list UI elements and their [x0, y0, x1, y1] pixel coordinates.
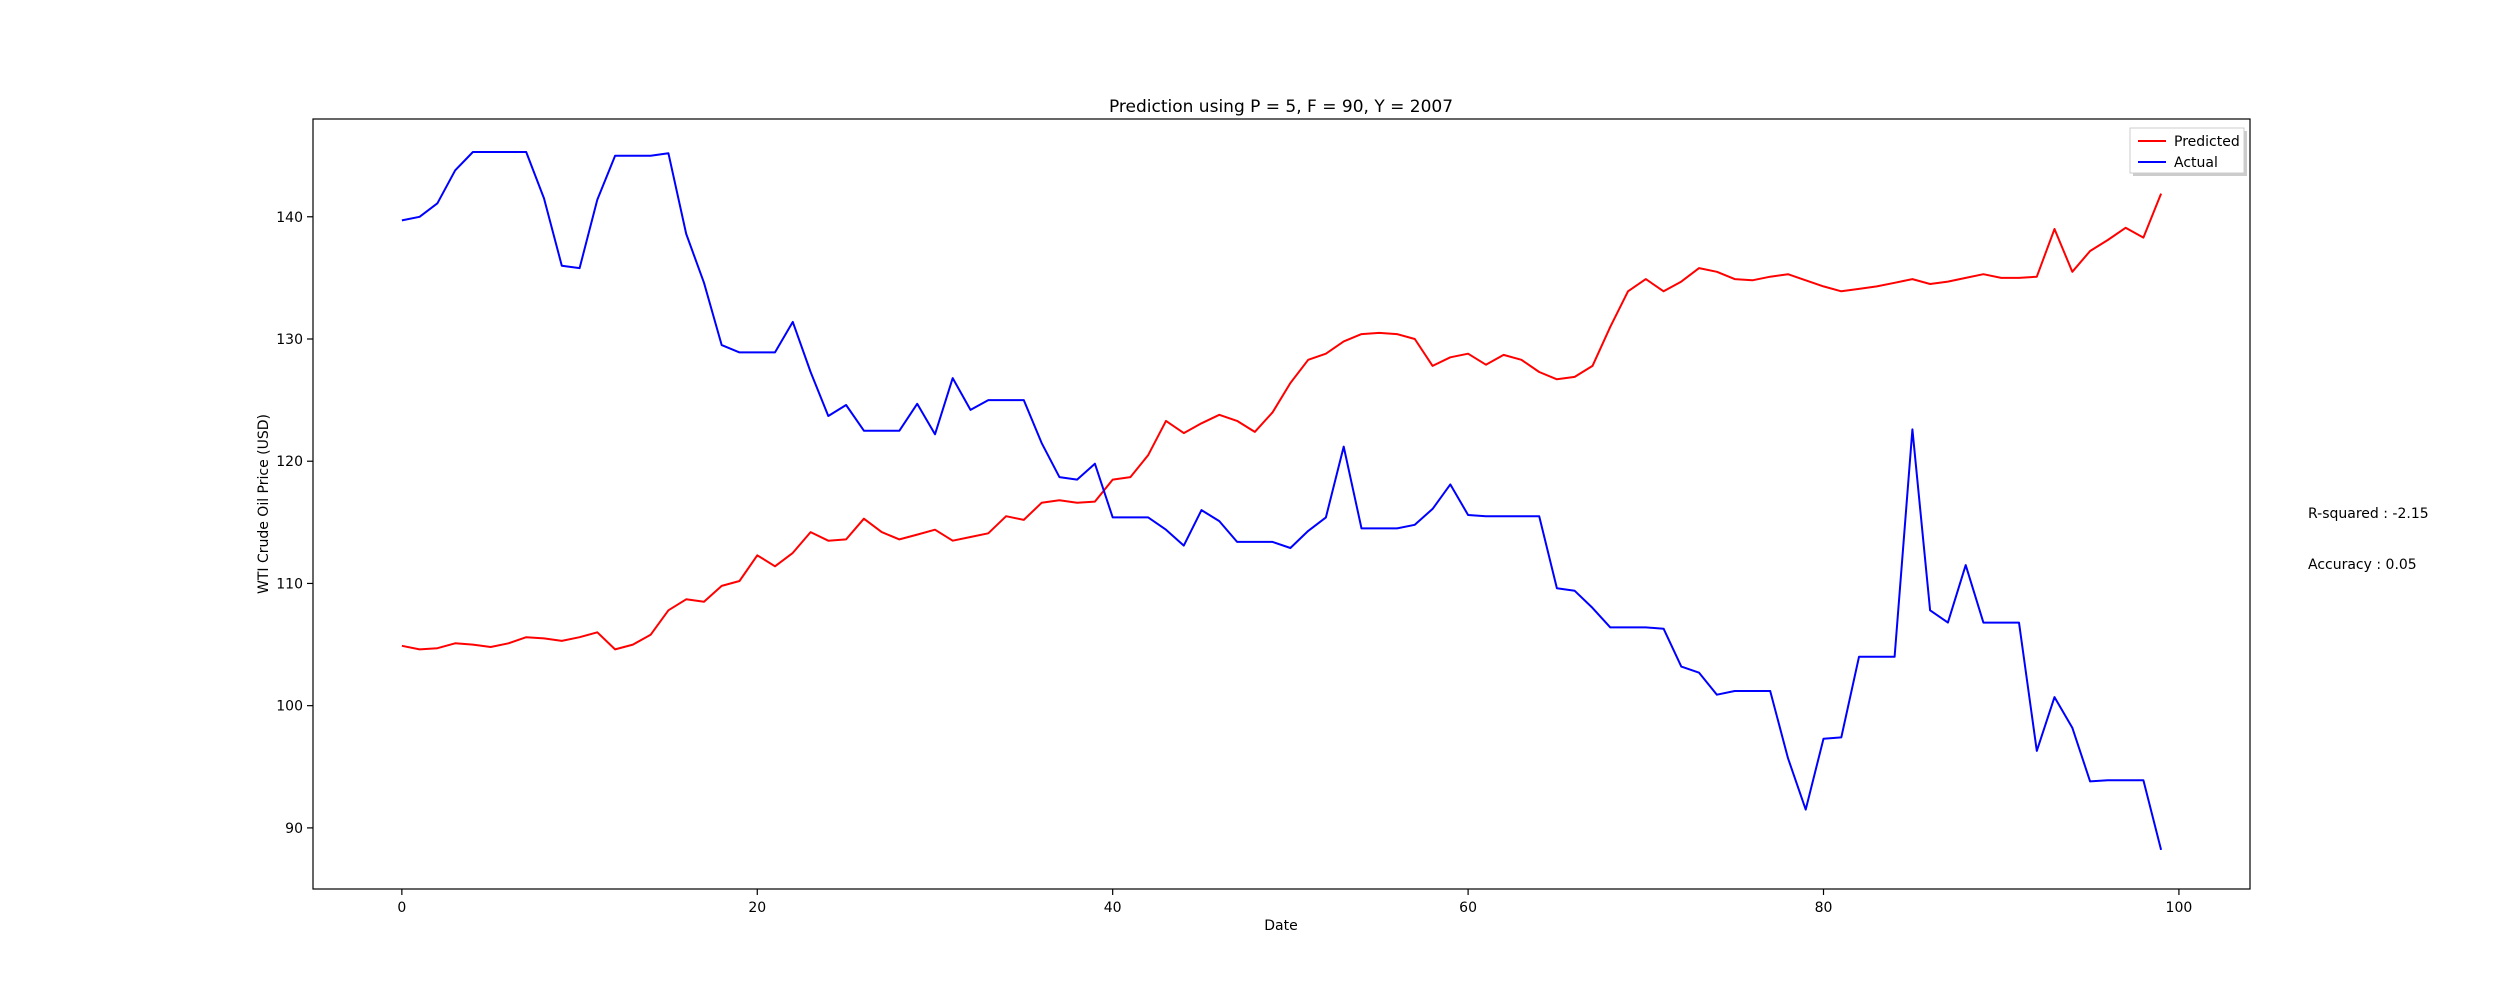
- x-axis: 0 20 40 60 80 100: [397, 889, 2192, 916]
- y-tick-label: 140: [276, 210, 303, 226]
- accuracy-text: Accuracy : 0.05: [2308, 557, 2417, 573]
- plot-frame: [312, 118, 2251, 890]
- y-tick-label: 120: [276, 454, 303, 470]
- x-tick-label: 0: [397, 900, 406, 916]
- x-axis-label: Date: [1264, 918, 1297, 934]
- metrics-note: R-squared : -2.15 Accuracy : 0.05: [2308, 472, 2429, 591]
- series-line-actual: [401, 151, 2163, 851]
- y-tick-label: 130: [276, 332, 303, 348]
- x-tick-label: 80: [1815, 900, 1833, 916]
- chart-title: Prediction using P = 5, F = 90, Y = 2007: [1109, 97, 1453, 117]
- y-tick-label: 110: [276, 576, 303, 592]
- x-tick-label: 60: [1459, 900, 1477, 916]
- y-tick-label: 90: [285, 821, 303, 837]
- y-axis: 90 100 110 120 130 140: [276, 210, 313, 837]
- legend: Predicted Actual: [2129, 127, 2247, 176]
- legend-label-actual: Actual: [2174, 155, 2218, 171]
- x-tick-label: 40: [1104, 900, 1122, 916]
- r-squared-text: R-squared : -2.15: [2308, 506, 2429, 522]
- y-axis-label: WTI Crude Oil Price (USD): [256, 414, 272, 594]
- y-tick-label: 100: [276, 699, 303, 715]
- x-tick-label: 20: [748, 900, 766, 916]
- legend-box: [2129, 127, 2245, 174]
- legend-label-predicted: Predicted: [2174, 134, 2240, 150]
- series-layer: [401, 151, 2163, 851]
- series-line-predicted: [401, 193, 2163, 651]
- x-tick-label: 100: [2166, 900, 2193, 916]
